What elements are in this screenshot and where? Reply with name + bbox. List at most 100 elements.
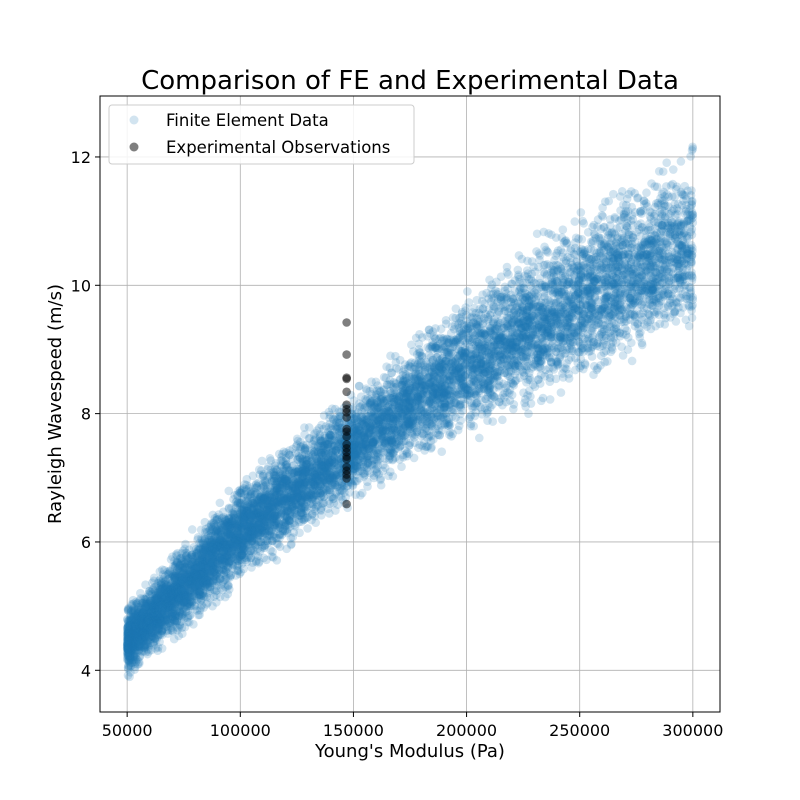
- fe-point: [444, 385, 454, 395]
- fe-point: [139, 617, 148, 627]
- fe-point: [140, 603, 149, 612]
- fe-point: [241, 485, 251, 494]
- fe-point: [509, 400, 519, 409]
- fe-point: [548, 289, 558, 299]
- fe-point: [608, 262, 618, 271]
- fe-point: [408, 406, 418, 415]
- fe-point: [413, 392, 423, 402]
- fe-point: [664, 277, 674, 286]
- fe-point: [608, 245, 618, 255]
- fe-point: [159, 592, 168, 602]
- fe-point: [419, 381, 428, 390]
- fe-point: [474, 384, 484, 394]
- fe-point: [409, 388, 419, 398]
- fe-point: [603, 233, 613, 243]
- fe-point: [437, 363, 446, 373]
- fe-point: [550, 314, 560, 323]
- fe-point: [232, 500, 241, 510]
- fe-point: [428, 389, 438, 399]
- fe-point: [607, 241, 617, 250]
- fe-point: [178, 579, 187, 588]
- fe-point: [486, 328, 496, 338]
- fe-point: [264, 503, 274, 513]
- fe-point: [677, 200, 687, 210]
- fe-point: [438, 393, 448, 402]
- fe-point: [190, 589, 200, 599]
- fe-point: [441, 315, 451, 325]
- fe-point: [412, 396, 422, 405]
- fe-point: [563, 298, 572, 307]
- fe-point: [188, 573, 198, 582]
- fe-point: [234, 486, 244, 496]
- fe-point: [160, 580, 170, 589]
- fe-point: [274, 487, 284, 496]
- fe-point: [319, 498, 329, 507]
- fe-point: [154, 591, 164, 600]
- fe-point: [198, 581, 208, 591]
- fe-point: [649, 211, 659, 221]
- fe-point: [304, 474, 314, 483]
- fe-point: [246, 524, 255, 533]
- fe-point: [493, 346, 503, 356]
- fe-point: [271, 483, 280, 492]
- fe-point: [420, 362, 430, 372]
- fe-point: [444, 352, 454, 362]
- fe-point: [257, 483, 266, 493]
- fe-point: [406, 418, 415, 427]
- fe-point: [445, 371, 455, 381]
- fe-point: [373, 403, 383, 413]
- fe-point: [457, 356, 467, 366]
- fe-point: [615, 331, 625, 341]
- fe-point: [220, 548, 229, 557]
- fe-point: [174, 593, 183, 603]
- fe-point: [372, 400, 381, 410]
- fe-point: [480, 366, 489, 376]
- fe-point: [125, 640, 134, 649]
- fe-point: [376, 444, 386, 453]
- fe-point: [578, 309, 587, 318]
- fe-point: [323, 460, 332, 470]
- fe-point: [236, 499, 245, 508]
- fe-point: [402, 390, 412, 399]
- fe-point: [445, 371, 454, 381]
- fe-point: [534, 316, 544, 326]
- fe-point: [188, 558, 198, 567]
- fe-point: [392, 401, 402, 410]
- fe-point: [419, 380, 429, 390]
- fe-point: [440, 398, 450, 408]
- fe-point: [302, 467, 312, 477]
- fe-point: [408, 377, 417, 386]
- fe-point: [434, 391, 444, 401]
- fe-point: [617, 264, 626, 273]
- fe-point: [148, 602, 158, 611]
- fe-point: [534, 311, 544, 321]
- fe-point: [400, 379, 410, 389]
- fe-point: [626, 299, 636, 308]
- fe-point: [528, 327, 538, 337]
- fe-point: [251, 511, 261, 520]
- fe-point: [427, 431, 436, 441]
- fe-point: [637, 315, 647, 325]
- fe-point: [156, 614, 165, 624]
- fe-point: [526, 342, 535, 352]
- fe-point: [627, 356, 637, 366]
- fe-point: [503, 361, 513, 371]
- fe-point: [175, 582, 184, 592]
- fe-point: [245, 534, 255, 544]
- fe-point: [499, 323, 509, 333]
- fe-point: [469, 421, 478, 431]
- fe-point: [441, 342, 450, 352]
- fe-point: [152, 613, 162, 622]
- fe-point: [471, 386, 481, 395]
- fe-point: [253, 544, 263, 553]
- fe-point: [320, 455, 329, 465]
- fe-point: [560, 363, 570, 373]
- fe-point: [296, 486, 306, 495]
- fe-point: [395, 355, 405, 365]
- fe-point: [305, 462, 315, 471]
- fe-point: [366, 451, 375, 460]
- fe-point: [328, 425, 337, 434]
- fe-point: [659, 289, 668, 298]
- fe-point: [251, 524, 260, 533]
